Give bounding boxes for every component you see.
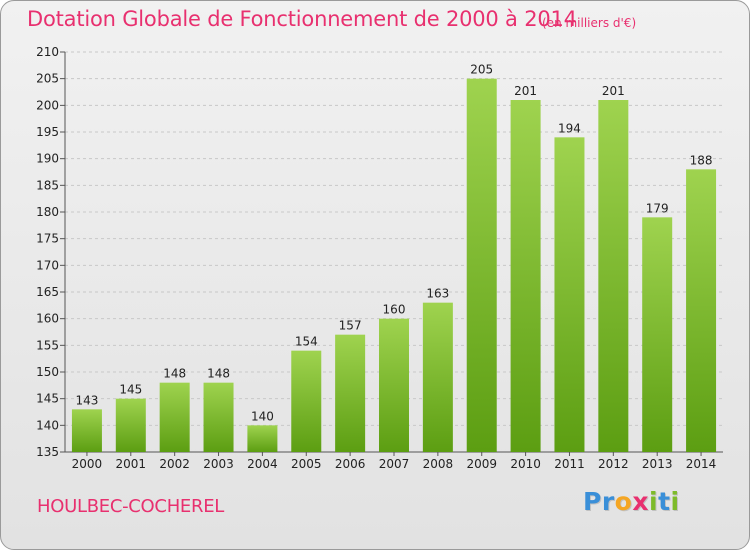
x-tick-label: 2006 — [335, 457, 366, 471]
data-label-2006: 157 — [339, 319, 362, 333]
data-label-2012: 201 — [602, 84, 625, 98]
data-label-2009: 205 — [470, 63, 493, 77]
data-label-2014: 188 — [690, 153, 713, 167]
x-tick-label: 2013 — [642, 457, 673, 471]
chart-title: Dotation Globale de Fonctionnement de 20… — [27, 7, 577, 31]
y-tick-label: 210 — [36, 45, 59, 59]
chart-unit: (en milliers d'€) — [542, 16, 637, 30]
y-tick-label: 200 — [36, 98, 59, 112]
x-tick-label: 2010 — [510, 457, 541, 471]
logo-letter: o — [614, 487, 633, 516]
y-tick-label: 150 — [36, 365, 59, 379]
y-tick-label: 190 — [36, 152, 59, 166]
bar-2009 — [466, 78, 497, 453]
data-label-2000: 143 — [75, 393, 98, 407]
data-label-2005: 154 — [295, 335, 318, 349]
bar-2008 — [422, 302, 453, 452]
x-tick-label: 2011 — [554, 457, 585, 471]
data-label-2004: 140 — [251, 409, 274, 423]
bars — [71, 78, 717, 453]
x-tick-label: 2002 — [159, 457, 190, 471]
bar-2013 — [642, 217, 673, 452]
x-tick-label: 2003 — [203, 457, 234, 471]
bar-2006 — [335, 334, 366, 452]
x-tick-label: 2009 — [466, 457, 497, 471]
bar-2012 — [598, 100, 629, 452]
bar-2007 — [379, 318, 409, 452]
data-label-2001: 145 — [119, 383, 142, 397]
bar-2003 — [203, 382, 234, 452]
y-tick-label: 160 — [36, 312, 59, 326]
commune-name: HOULBEC-COCHEREL — [37, 496, 225, 517]
bar-2004 — [247, 425, 278, 452]
bar-2002 — [159, 382, 190, 452]
y-tick-label: 165 — [36, 285, 59, 299]
bar-2000 — [71, 409, 102, 452]
x-tick-label: 2005 — [291, 457, 322, 471]
data-label-2011: 194 — [558, 121, 581, 135]
y-tick-label: 195 — [36, 125, 59, 139]
data-label-2013: 179 — [646, 201, 669, 215]
y-tick-label: 175 — [36, 232, 59, 246]
y-tick-label: 135 — [36, 445, 59, 459]
y-tick-label: 140 — [36, 418, 59, 432]
y-tick-label: 205 — [36, 72, 59, 86]
logo-letter: x — [632, 487, 649, 516]
x-tick-label: 2008 — [423, 457, 454, 471]
x-tick-label: 2012 — [598, 457, 629, 471]
bar-2011 — [554, 137, 585, 453]
logo-letter: r — [601, 487, 615, 516]
data-label-2003: 148 — [207, 367, 230, 381]
data-label-2008: 163 — [426, 287, 449, 301]
y-tick-label: 155 — [36, 338, 59, 352]
logo-letter: P — [583, 487, 602, 516]
logo-letter: i — [670, 487, 680, 516]
x-tick-label: 2014 — [686, 457, 717, 471]
x-tick-label: 2007 — [379, 457, 410, 471]
data-label-2007: 160 — [383, 303, 406, 317]
y-tick-label: 170 — [36, 258, 59, 272]
x-tick-label: 2001 — [116, 457, 147, 471]
y-tick-label: 185 — [36, 178, 59, 192]
x-tick-label: 2000 — [72, 457, 103, 471]
data-label-2002: 148 — [163, 367, 186, 381]
data-label-2010: 201 — [514, 84, 537, 98]
labels: 135 140 145 150 155 160 165 170 175 180 185 190 195 2… — [36, 45, 716, 471]
bar-2010 — [510, 100, 541, 452]
y-tick-label: 145 — [36, 392, 59, 406]
y-tick-label: 180 — [36, 205, 59, 219]
bar-2005 — [291, 350, 322, 452]
logo-letter: t — [658, 487, 671, 516]
bar-2014 — [686, 169, 717, 453]
logo-letter: i — [649, 487, 659, 516]
proxiti-logo: Proxiti — [583, 487, 680, 516]
x-tick-label: 2004 — [247, 457, 278, 471]
bar-2001 — [115, 398, 146, 452]
